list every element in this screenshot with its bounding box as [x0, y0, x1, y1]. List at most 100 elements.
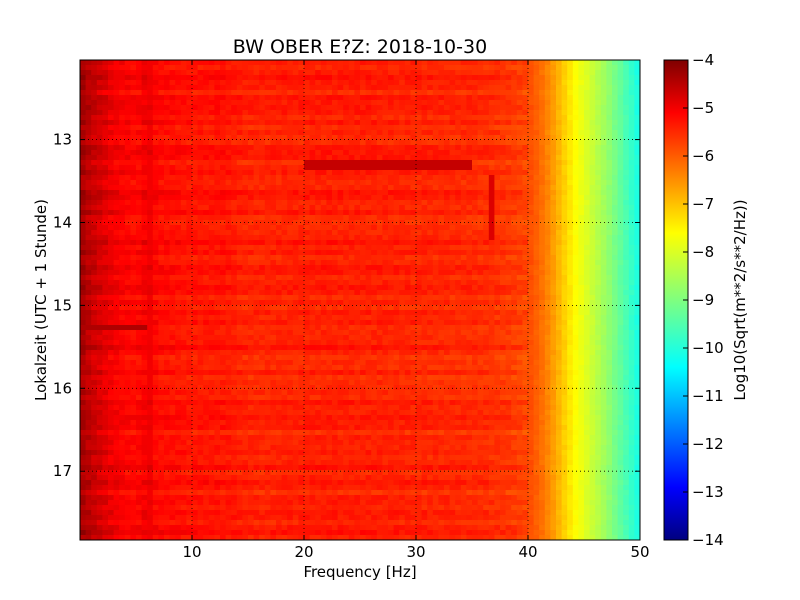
- heatmap-cell: [516, 170, 523, 176]
- heatmap-cell: [164, 225, 171, 231]
- heatmap-cell: [584, 170, 591, 176]
- heatmap-cell: [438, 75, 445, 81]
- heatmap-cell: [628, 90, 635, 96]
- heatmap-cell: [416, 230, 423, 236]
- heatmap-cell: [276, 125, 283, 131]
- heatmap-cell: [466, 135, 473, 141]
- heatmap-cell: [147, 155, 154, 161]
- heatmap-cell: [612, 290, 619, 296]
- heatmap-cell: [360, 230, 367, 236]
- heatmap-cell: [242, 120, 249, 126]
- heatmap-cell: [589, 60, 596, 66]
- heatmap-cell: [164, 135, 171, 141]
- heatmap-cell: [124, 175, 131, 181]
- heatmap-cell: [192, 65, 199, 71]
- heatmap-cell: [550, 215, 557, 221]
- heatmap-cell: [113, 170, 120, 176]
- heatmap-cell: [544, 150, 551, 156]
- heatmap-cell: [595, 235, 602, 241]
- heatmap-cell: [354, 210, 361, 216]
- heatmap-cell: [276, 300, 283, 306]
- heatmap-cell: [315, 95, 322, 101]
- heatmap-cell: [231, 160, 238, 166]
- heatmap-cell: [477, 225, 484, 231]
- heatmap-cell: [578, 140, 585, 146]
- heatmap-cell: [460, 220, 467, 226]
- heatmap-cell: [214, 235, 221, 241]
- heatmap-cell: [315, 60, 322, 66]
- heatmap-cell: [505, 95, 512, 101]
- heatmap-cell: [500, 155, 507, 161]
- heatmap-cell: [164, 70, 171, 76]
- heatmap-cell: [186, 235, 193, 241]
- heatmap-cell: [516, 285, 523, 291]
- heatmap-cell: [539, 160, 546, 166]
- heatmap-cell: [511, 250, 518, 256]
- heatmap-cell: [270, 80, 277, 86]
- heatmap-cell: [225, 160, 232, 166]
- heatmap-cell: [141, 250, 148, 256]
- heatmap-cell: [343, 140, 350, 146]
- heatmap-cell: [242, 115, 249, 121]
- heatmap-cell: [231, 280, 238, 286]
- heatmap-cell: [522, 130, 529, 136]
- heatmap-cell: [264, 300, 271, 306]
- heatmap-cell: [634, 275, 640, 281]
- heatmap-cell: [248, 75, 255, 81]
- heatmap-cell: [438, 260, 445, 266]
- heatmap-cell: [186, 90, 193, 96]
- heatmap-cell: [225, 195, 232, 201]
- heatmap-cell: [320, 290, 327, 296]
- heatmap-cell: [628, 200, 635, 206]
- heatmap-cell: [578, 120, 585, 126]
- heatmap-cell: [483, 145, 490, 151]
- heatmap-cell: [544, 295, 551, 301]
- heatmap-cell: [208, 170, 215, 176]
- heatmap-cell: [276, 150, 283, 156]
- heatmap-cell: [80, 205, 87, 211]
- heatmap-cell: [634, 165, 640, 171]
- heatmap-cell: [477, 75, 484, 81]
- heatmap-cell: [623, 270, 630, 276]
- heatmap-cell: [617, 210, 624, 216]
- heatmap-cell: [309, 170, 316, 176]
- heatmap-cell: [416, 70, 423, 76]
- heatmap-cell: [628, 60, 635, 66]
- heatmap-cell: [320, 250, 327, 256]
- heatmap-cell: [192, 95, 199, 101]
- heatmap-cell: [550, 60, 557, 66]
- heatmap-cell: [208, 290, 215, 296]
- heatmap-cell: [108, 65, 115, 71]
- heatmap-cell: [270, 230, 277, 236]
- heatmap-cell: [466, 165, 473, 171]
- heatmap-cell: [617, 250, 624, 256]
- heatmap-cell: [225, 100, 232, 106]
- heatmap-cell: [399, 255, 406, 261]
- heatmap-cell: [500, 160, 507, 166]
- heatmap-cell: [309, 230, 316, 236]
- heatmap-cell: [393, 270, 400, 276]
- heatmap-cell: [584, 195, 591, 201]
- heatmap-cell: [404, 285, 411, 291]
- heatmap-cell: [483, 60, 490, 66]
- heatmap-cell: [533, 225, 540, 231]
- heatmap-cell: [600, 290, 607, 296]
- heatmap-cell: [634, 285, 640, 291]
- heatmap-cell: [444, 75, 451, 81]
- heatmap-cell: [404, 155, 411, 161]
- heatmap-cell: [483, 150, 490, 156]
- heatmap-cell: [623, 245, 630, 251]
- heatmap-cell: [281, 160, 288, 166]
- heatmap-cell: [292, 125, 299, 131]
- heatmap-cell: [578, 70, 585, 76]
- heatmap-cell: [634, 280, 640, 286]
- heatmap-cell: [488, 170, 495, 176]
- heatmap-cell: [606, 205, 613, 211]
- heatmap-cell: [175, 60, 182, 66]
- heatmap-cell: [287, 110, 294, 116]
- heatmap-cell: [416, 260, 423, 266]
- heatmap-cell: [488, 165, 495, 171]
- heatmap-cell: [119, 235, 126, 241]
- heatmap-cell: [197, 180, 204, 186]
- heatmap-cell: [343, 225, 350, 231]
